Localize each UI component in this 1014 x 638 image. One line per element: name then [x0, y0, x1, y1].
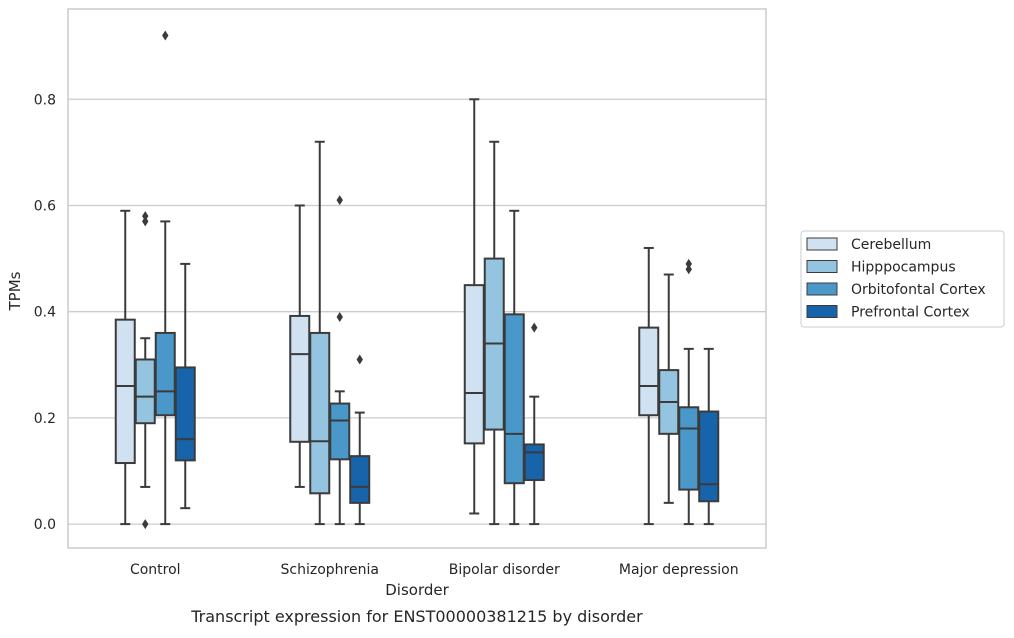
box-group — [114, 209, 136, 526]
box — [463, 284, 485, 445]
box — [678, 406, 700, 491]
legend-swatch — [806, 260, 838, 273]
box-group — [678, 258, 700, 526]
box-group — [698, 347, 720, 526]
y-tick-label: 0.0 — [34, 517, 56, 533]
box-group — [349, 354, 371, 526]
y-tick-label: 0.4 — [34, 305, 56, 321]
y-tick-label: 0.2 — [34, 411, 56, 427]
outlier-point — [142, 216, 149, 227]
plot-frame — [67, 8, 767, 549]
legend-label: Hipppocampus — [851, 260, 956, 276]
box-group — [638, 246, 660, 526]
legend: Cerebellum Hipppocampus Orbitofontal Corte… — [800, 230, 1005, 328]
outlier-point — [336, 195, 343, 206]
box-group — [658, 273, 680, 504]
box-group — [289, 204, 311, 488]
y-tick-labels: 0.0 0.2 0.4 0.6 0.8 — [34, 92, 56, 533]
box — [523, 443, 545, 482]
legend-items: Cerebellum Hipppocampus Orbitofontal Corte… — [806, 237, 986, 321]
box-group — [483, 140, 505, 526]
box-group — [154, 30, 176, 526]
chart-title: Transcript expression for ENST0000038121… — [190, 607, 643, 626]
outlier-point — [336, 312, 343, 322]
legend-frame — [800, 230, 1005, 328]
box — [114, 318, 136, 465]
outlier-point — [356, 354, 363, 365]
x-tick-label: Bipolar disorder — [449, 562, 560, 578]
box-plot-marks — [114, 30, 720, 530]
x-tick-labels: Control Schizophrenia Bipolar disorder Majo… — [130, 562, 739, 578]
legend-swatch — [806, 237, 838, 251]
box — [289, 314, 311, 443]
outlier-point — [142, 519, 149, 530]
x-tick-label: Control — [130, 562, 181, 578]
outlier-point — [531, 322, 538, 333]
grid-lines — [68, 98, 766, 525]
box — [134, 358, 156, 425]
legend-swatch — [806, 282, 838, 296]
x-axis-label: Disorder — [385, 581, 449, 599]
box-group — [309, 140, 331, 526]
y-axis-label: TPMs — [6, 271, 24, 311]
box — [174, 366, 196, 462]
y-tick-label: 0.8 — [34, 92, 56, 108]
x-tick-label: Major depression — [619, 562, 739, 578]
x-tick-label: Schizophrenia — [281, 562, 379, 578]
outlier-point — [685, 264, 692, 275]
box — [309, 331, 331, 495]
box — [329, 402, 351, 461]
box — [698, 410, 720, 503]
box-group — [503, 209, 525, 526]
legend-swatch — [806, 305, 838, 318]
box — [503, 313, 525, 485]
box-group — [463, 98, 485, 515]
outlier-point — [162, 30, 169, 41]
box — [638, 326, 660, 417]
box-group — [134, 211, 156, 530]
legend-label: Prefrontal Cortex — [851, 305, 970, 321]
outlier-point — [142, 211, 149, 222]
legend-label: Orbitofontal Cortex — [851, 282, 986, 298]
y-tick-label: 0.6 — [34, 198, 56, 214]
box-group — [523, 322, 545, 526]
box — [154, 331, 176, 417]
outlier-point — [685, 258, 692, 269]
box-group — [329, 195, 351, 526]
legend-label: Cerebellum — [851, 237, 931, 253]
box-group — [174, 262, 196, 510]
box — [349, 455, 371, 504]
